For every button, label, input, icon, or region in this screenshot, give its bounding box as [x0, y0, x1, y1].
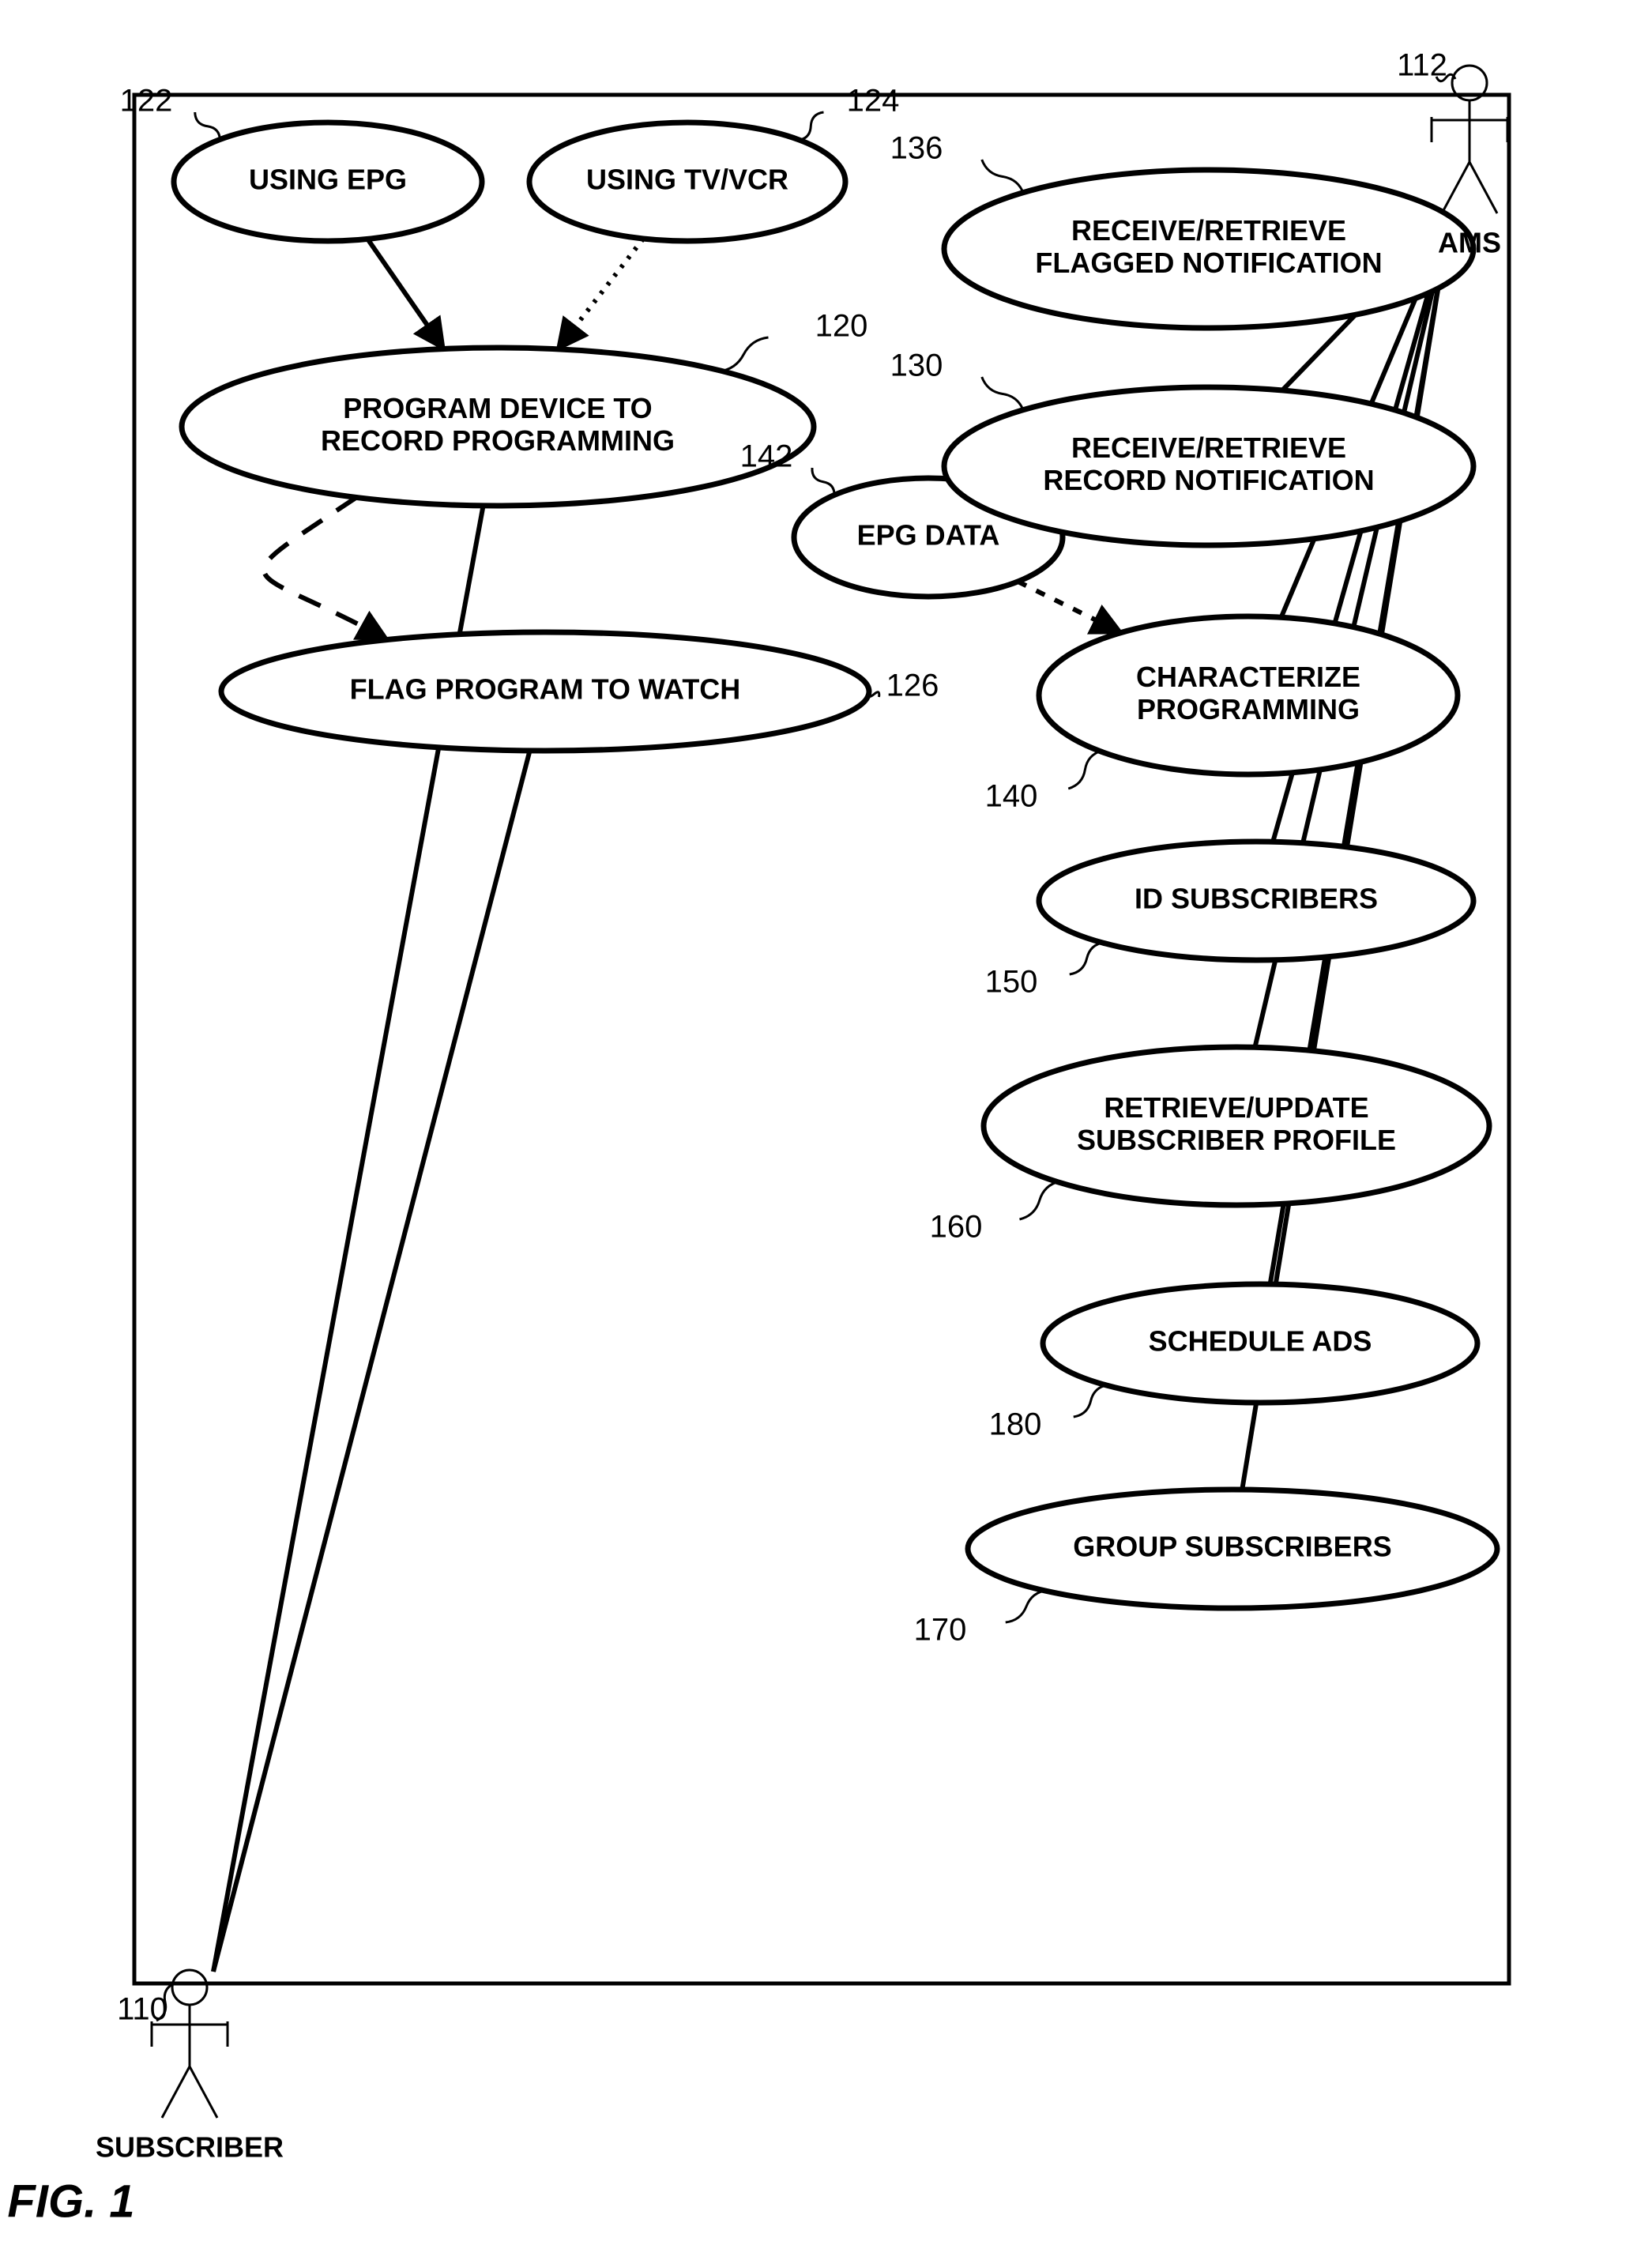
bubbles-layer: USING EPG 122 USING TV/VCR 124 PROGRAM DEVIC…: [120, 84, 1497, 1648]
subscriber-actor-label: SUBSCRIBER: [96, 2131, 284, 2164]
bubble-retr_prof-line1: SUBSCRIBER PROFILE: [1077, 1124, 1396, 1156]
bubble-using_epg-line0: USING EPG: [249, 164, 407, 196]
bubble-recv_rec-line1: RECORD NOTIFICATION: [1043, 464, 1374, 496]
ref-142: 142: [740, 439, 793, 474]
ref-120: 120: [815, 309, 868, 344]
bubble-recv_flag-line0: RECEIVE/RETRIEVE: [1071, 214, 1346, 247]
bubble-characterize-line1: PROGRAMMING: [1137, 693, 1360, 725]
bubble-characterize-line0: CHARACTERIZE: [1136, 661, 1360, 693]
bubble-group_subs-line0: GROUP SUBSCRIBERS: [1073, 1531, 1391, 1563]
ref-170: 170: [914, 1613, 967, 1648]
ref-124: 124: [847, 84, 900, 119]
bubble-program_dev-line1: RECORD PROGRAMMING: [321, 424, 675, 457]
bubble-program_dev-line0: PROGRAM DEVICE TO: [343, 392, 652, 424]
bubble-sched_ads: SCHEDULE ADS 180: [989, 1284, 1477, 1442]
bubble-flag_watch-line0: FLAG PROGRAM TO WATCH: [350, 673, 741, 706]
bubble-id_subs: ID SUBSCRIBERS 150: [985, 842, 1473, 1000]
ams-actor-label: AMS: [1438, 227, 1501, 259]
conn-epg-programdev: [367, 239, 443, 348]
bubble-using_epg: USING EPG 122: [120, 84, 482, 241]
bubble-using_tvvcr-line0: USING TV/VCR: [586, 164, 788, 196]
conn-programdev-flagwatch: [264, 497, 387, 639]
ref-140: 140: [985, 779, 1038, 814]
bubble-sched_ads-line0: SCHEDULE ADS: [1149, 1325, 1372, 1358]
bubble-retr_prof-line0: RETRIEVE/UPDATE: [1104, 1091, 1368, 1124]
bubble-group_subs: GROUP SUBSCRIBERS 170: [914, 1490, 1497, 1648]
ref-130: 130: [890, 348, 943, 383]
bubble-epg_data-line0: EPG DATA: [857, 519, 1000, 552]
bubble-id_subs-line0: ID SUBSCRIBERS: [1135, 883, 1378, 915]
bubble-recv_rec-line0: RECEIVE/RETRIEVE: [1071, 431, 1346, 464]
ref-126: 126: [886, 669, 939, 703]
bubble-recv_flag: RECEIVE/RETRIEVEFLAGGED NOTIFICATION 136: [890, 131, 1473, 328]
ref-112: 112: [1397, 48, 1447, 83]
conn-tvvcr-programdev: [558, 239, 643, 349]
bubble-recv_flag-line1: FLAGGED NOTIFICATION: [1035, 247, 1382, 279]
ref-122: 122: [120, 84, 173, 119]
conn-epgdata-characterize: [1018, 582, 1121, 633]
bubble-using_tvvcr: USING TV/VCR 124: [529, 84, 899, 241]
bubble-program_dev: PROGRAM DEVICE TORECORD PROGRAMMING 120: [182, 309, 867, 506]
ref-150: 150: [985, 965, 1038, 1000]
bubble-retr_prof: RETRIEVE/UPDATESUBSCRIBER PROFILE 160: [930, 1047, 1489, 1245]
bubble-flag_watch: FLAG PROGRAM TO WATCH 126: [221, 632, 939, 751]
ref-180: 180: [989, 1407, 1042, 1442]
ref-110: 110: [117, 1992, 167, 2027]
conn-sub-flagwatch: [213, 751, 530, 1972]
bubble-characterize: CHARACTERIZEPROGRAMMING 140: [985, 616, 1458, 814]
ref-160: 160: [930, 1210, 983, 1245]
figure-label: FIG. 1: [7, 2175, 134, 2227]
ref-136: 136: [890, 131, 943, 166]
